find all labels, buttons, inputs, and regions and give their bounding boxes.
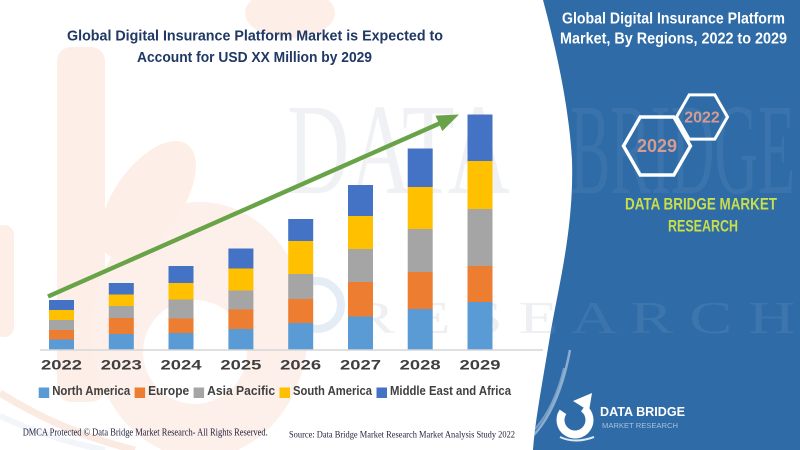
svg-text:Middle East and Africa: Middle East and Africa — [390, 384, 512, 398]
svg-text:RESEARCH: RESEARCH — [668, 218, 738, 236]
svg-text:2025: 2025 — [220, 357, 261, 373]
svg-text:Asia Pacific: Asia Pacific — [207, 384, 275, 398]
svg-text:2029: 2029 — [637, 136, 677, 156]
svg-text:Account for USD XX Million by: Account for USD XX Million by 2029 — [137, 49, 372, 66]
svg-text:2028: 2028 — [400, 357, 441, 373]
svg-text:Market, By Regions, 2022 to 20: Market, By Regions, 2022 to 2029 — [560, 31, 787, 48]
svg-text:2022: 2022 — [684, 110, 720, 127]
svg-text:DATA BRIDGE MARKET: DATA BRIDGE MARKET — [625, 196, 777, 214]
svg-text:2027: 2027 — [340, 357, 381, 373]
svg-text:2022: 2022 — [41, 357, 82, 373]
svg-text:BRIDGE: BRIDGE — [570, 78, 795, 222]
svg-text:South America: South America — [293, 384, 373, 398]
svg-text:Source: Data Bridge Market Res: Source: Data Bridge Market Research Mark… — [289, 431, 515, 441]
svg-text:DATA BRIDGE: DATA BRIDGE — [600, 405, 685, 419]
svg-text:MARKET RESEARCH: MARKET RESEARCH — [602, 423, 678, 430]
svg-text:Europe: Europe — [148, 384, 189, 398]
svg-text:2023: 2023 — [101, 357, 142, 373]
svg-text:2026: 2026 — [280, 357, 321, 373]
svg-text:2024: 2024 — [161, 357, 202, 373]
svg-text:2029: 2029 — [460, 357, 501, 373]
svg-text:North America: North America — [52, 384, 131, 398]
svg-text:Global Digital Insurance Platf: Global Digital Insurance Platform Market… — [67, 28, 443, 45]
svg-text:DMCA Protected © Data Bridge M: DMCA Protected © Data Bridge Market Rese… — [23, 428, 268, 439]
svg-text:R E S E A R C H: R E S E A R C H — [352, 292, 795, 343]
svg-text:Global Digital Insurance Platf: Global Digital Insurance Platform — [562, 11, 785, 28]
